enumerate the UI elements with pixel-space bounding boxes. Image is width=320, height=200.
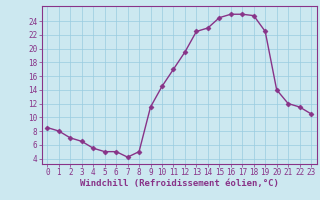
X-axis label: Windchill (Refroidissement éolien,°C): Windchill (Refroidissement éolien,°C): [80, 179, 279, 188]
